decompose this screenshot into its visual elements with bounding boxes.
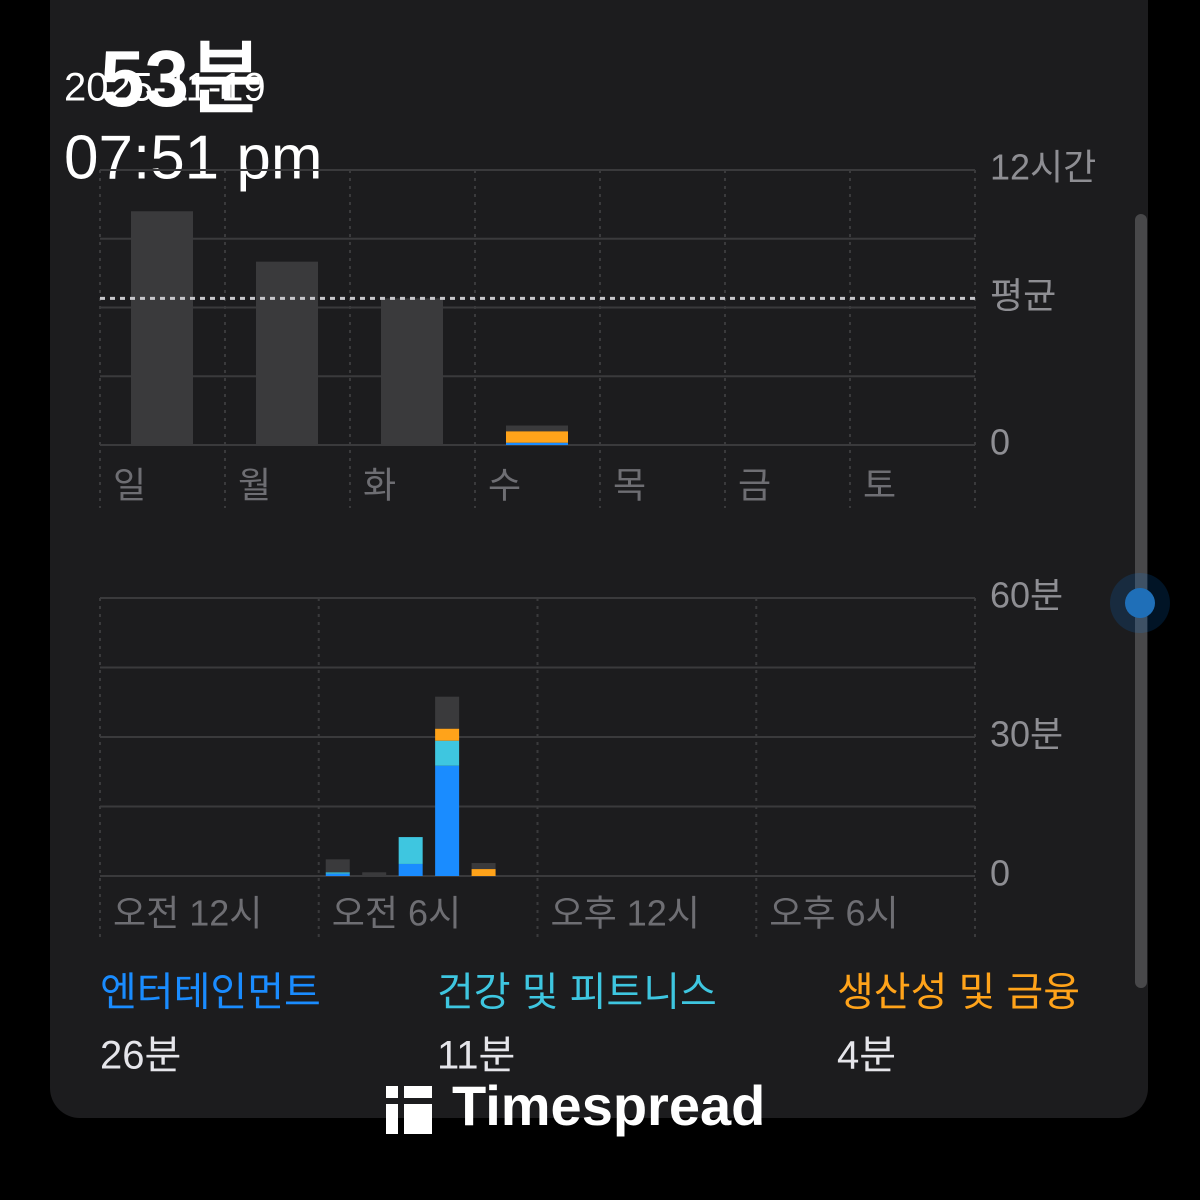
y-tick-label: 12시간: [990, 147, 1096, 188]
overlay-date: 2025-11-19: [64, 66, 266, 110]
legend-name: 건강 및 피트니스: [437, 971, 717, 1015]
bar-segment: [506, 431, 568, 443]
x-tick-label: 금: [738, 465, 771, 506]
legend-total: 11분: [437, 1034, 515, 1078]
legend-total: 26분: [100, 1034, 181, 1078]
x-tick-label: 오후 12시: [551, 893, 700, 934]
average-label: 평균: [990, 275, 1056, 316]
watermark: Timespread: [452, 1074, 765, 1137]
x-tick-label: 오후 6시: [769, 893, 898, 934]
bar-segment: [381, 298, 443, 445]
overlay-time: 07:51 pm: [64, 123, 323, 192]
bar-segment: [471, 869, 496, 876]
total-time: 53분: [100, 34, 263, 123]
bar-segment: [131, 211, 193, 445]
bar-segment: [506, 442, 568, 445]
bar-segment: [398, 863, 423, 876]
bar-segment: [435, 696, 460, 729]
bar-segment: [362, 872, 387, 876]
bar-segment: [325, 859, 350, 873]
bar-segment: [435, 740, 460, 766]
bar-segment: [435, 728, 460, 741]
y-tick-label: 60분: [990, 575, 1063, 616]
legend-total: 4분: [837, 1034, 896, 1078]
bar-segment: [325, 872, 350, 874]
bar-segment: [398, 837, 423, 864]
watermark-icon: [386, 1086, 432, 1134]
y-tick-label: 0: [990, 853, 1010, 894]
bar-segment: [256, 261, 318, 445]
y-tick-label: 0: [990, 422, 1010, 463]
bar-segment: [325, 873, 350, 876]
x-tick-label: 수: [488, 465, 521, 506]
x-tick-label: 일: [113, 465, 146, 506]
x-tick-label: 목: [613, 465, 646, 506]
x-tick-label: 토: [863, 465, 896, 506]
bar-segment: [435, 765, 460, 876]
x-tick-label: 오전 6시: [332, 893, 461, 934]
x-tick-label: 화: [363, 465, 396, 506]
bar-segment: [471, 863, 496, 870]
legend-name: 엔터테인먼트: [100, 971, 321, 1015]
y-tick-label: 30분: [990, 714, 1063, 755]
bar-segment: [506, 425, 568, 432]
x-tick-label: 월: [238, 465, 271, 506]
scroll-thumb[interactable]: [1125, 588, 1155, 618]
legend-name: 생산성 및 금융: [837, 971, 1080, 1015]
card: [50, 0, 1148, 1118]
x-tick-label: 오전 12시: [113, 893, 262, 934]
